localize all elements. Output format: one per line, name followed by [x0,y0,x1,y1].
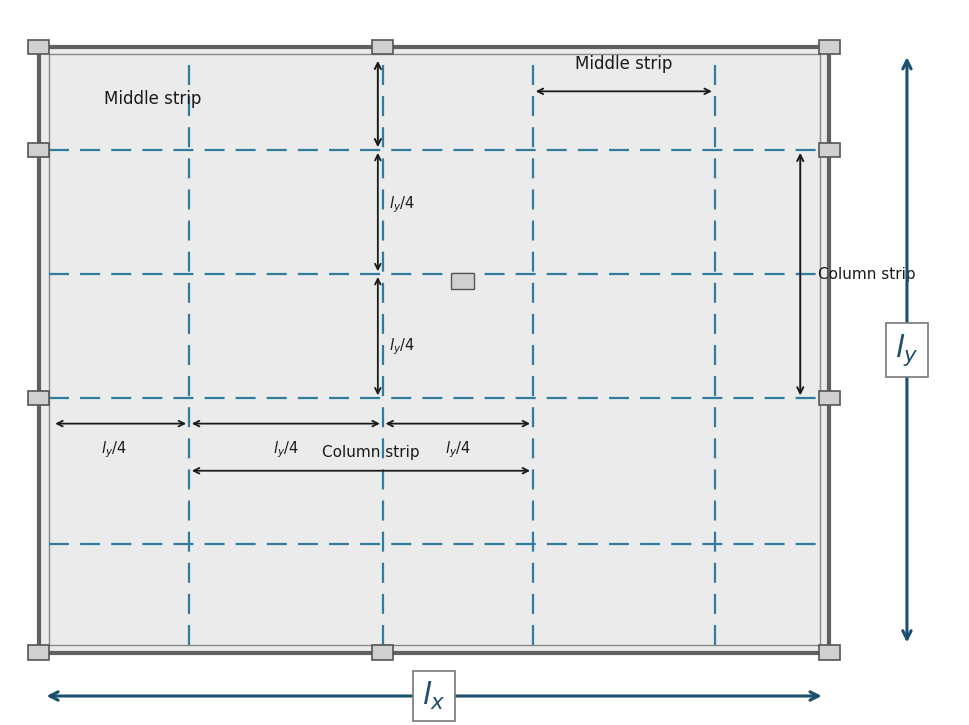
Bar [39,47,828,652]
Bar [451,273,474,289]
Text: Column strip: Column strip [817,267,915,281]
Text: $l_y/4$: $l_y/4$ [390,337,415,357]
Text: $l_y/4$: $l_y/4$ [445,439,470,460]
Bar [372,40,393,54]
Bar [818,143,839,157]
Text: Middle strip: Middle strip [575,55,672,73]
Text: $l_y$: $l_y$ [894,332,918,368]
Bar [28,143,49,157]
Text: Column strip: Column strip [322,445,419,460]
Text: $l_x$: $l_x$ [422,680,446,712]
Bar [28,40,49,54]
Bar [818,645,839,660]
Text: $l_y/4$: $l_y/4$ [101,439,127,460]
Bar [48,54,819,645]
Text: $l_y/4$: $l_y/4$ [390,194,415,215]
Text: Middle strip: Middle strip [104,90,202,107]
Bar [818,391,839,405]
Bar [28,391,49,405]
Text: $l_y/4$: $l_y/4$ [272,439,298,460]
Bar [818,40,839,54]
Bar [28,645,49,660]
Bar [372,645,393,660]
